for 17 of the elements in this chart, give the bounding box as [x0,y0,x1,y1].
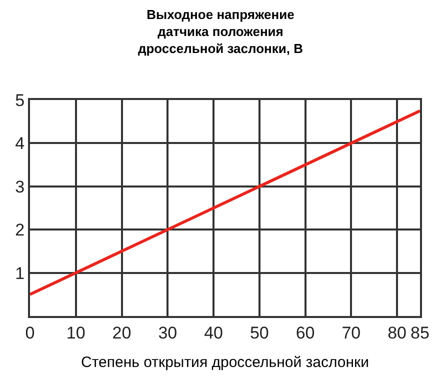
x-tick-label: 40 [204,323,223,342]
x-axis-title: Степень открытия дроссельной заслонки [81,354,369,371]
y-tick-label: 3 [15,177,25,196]
x-tick-label: 85 [410,323,430,342]
y-tick-label: 5 [15,90,25,110]
x-tick-label: 50 [250,323,269,342]
x-tick-label: 70 [342,323,361,342]
y-tick-label: 2 [15,220,25,240]
x-tick-label: 80 [388,323,407,342]
y-tick-label: 4 [15,134,25,154]
x-tick-label: 10 [66,323,86,342]
x-tick-label: 30 [158,323,178,342]
chart-title: Выходное напряжение датчика положения дроссельной заслонки, В [138,7,304,56]
x-tick-label: 0 [25,323,35,342]
x-tick-label: 20 [112,323,132,342]
x-tick-label: 60 [296,323,315,342]
y-tick-label: 1 [15,264,25,283]
